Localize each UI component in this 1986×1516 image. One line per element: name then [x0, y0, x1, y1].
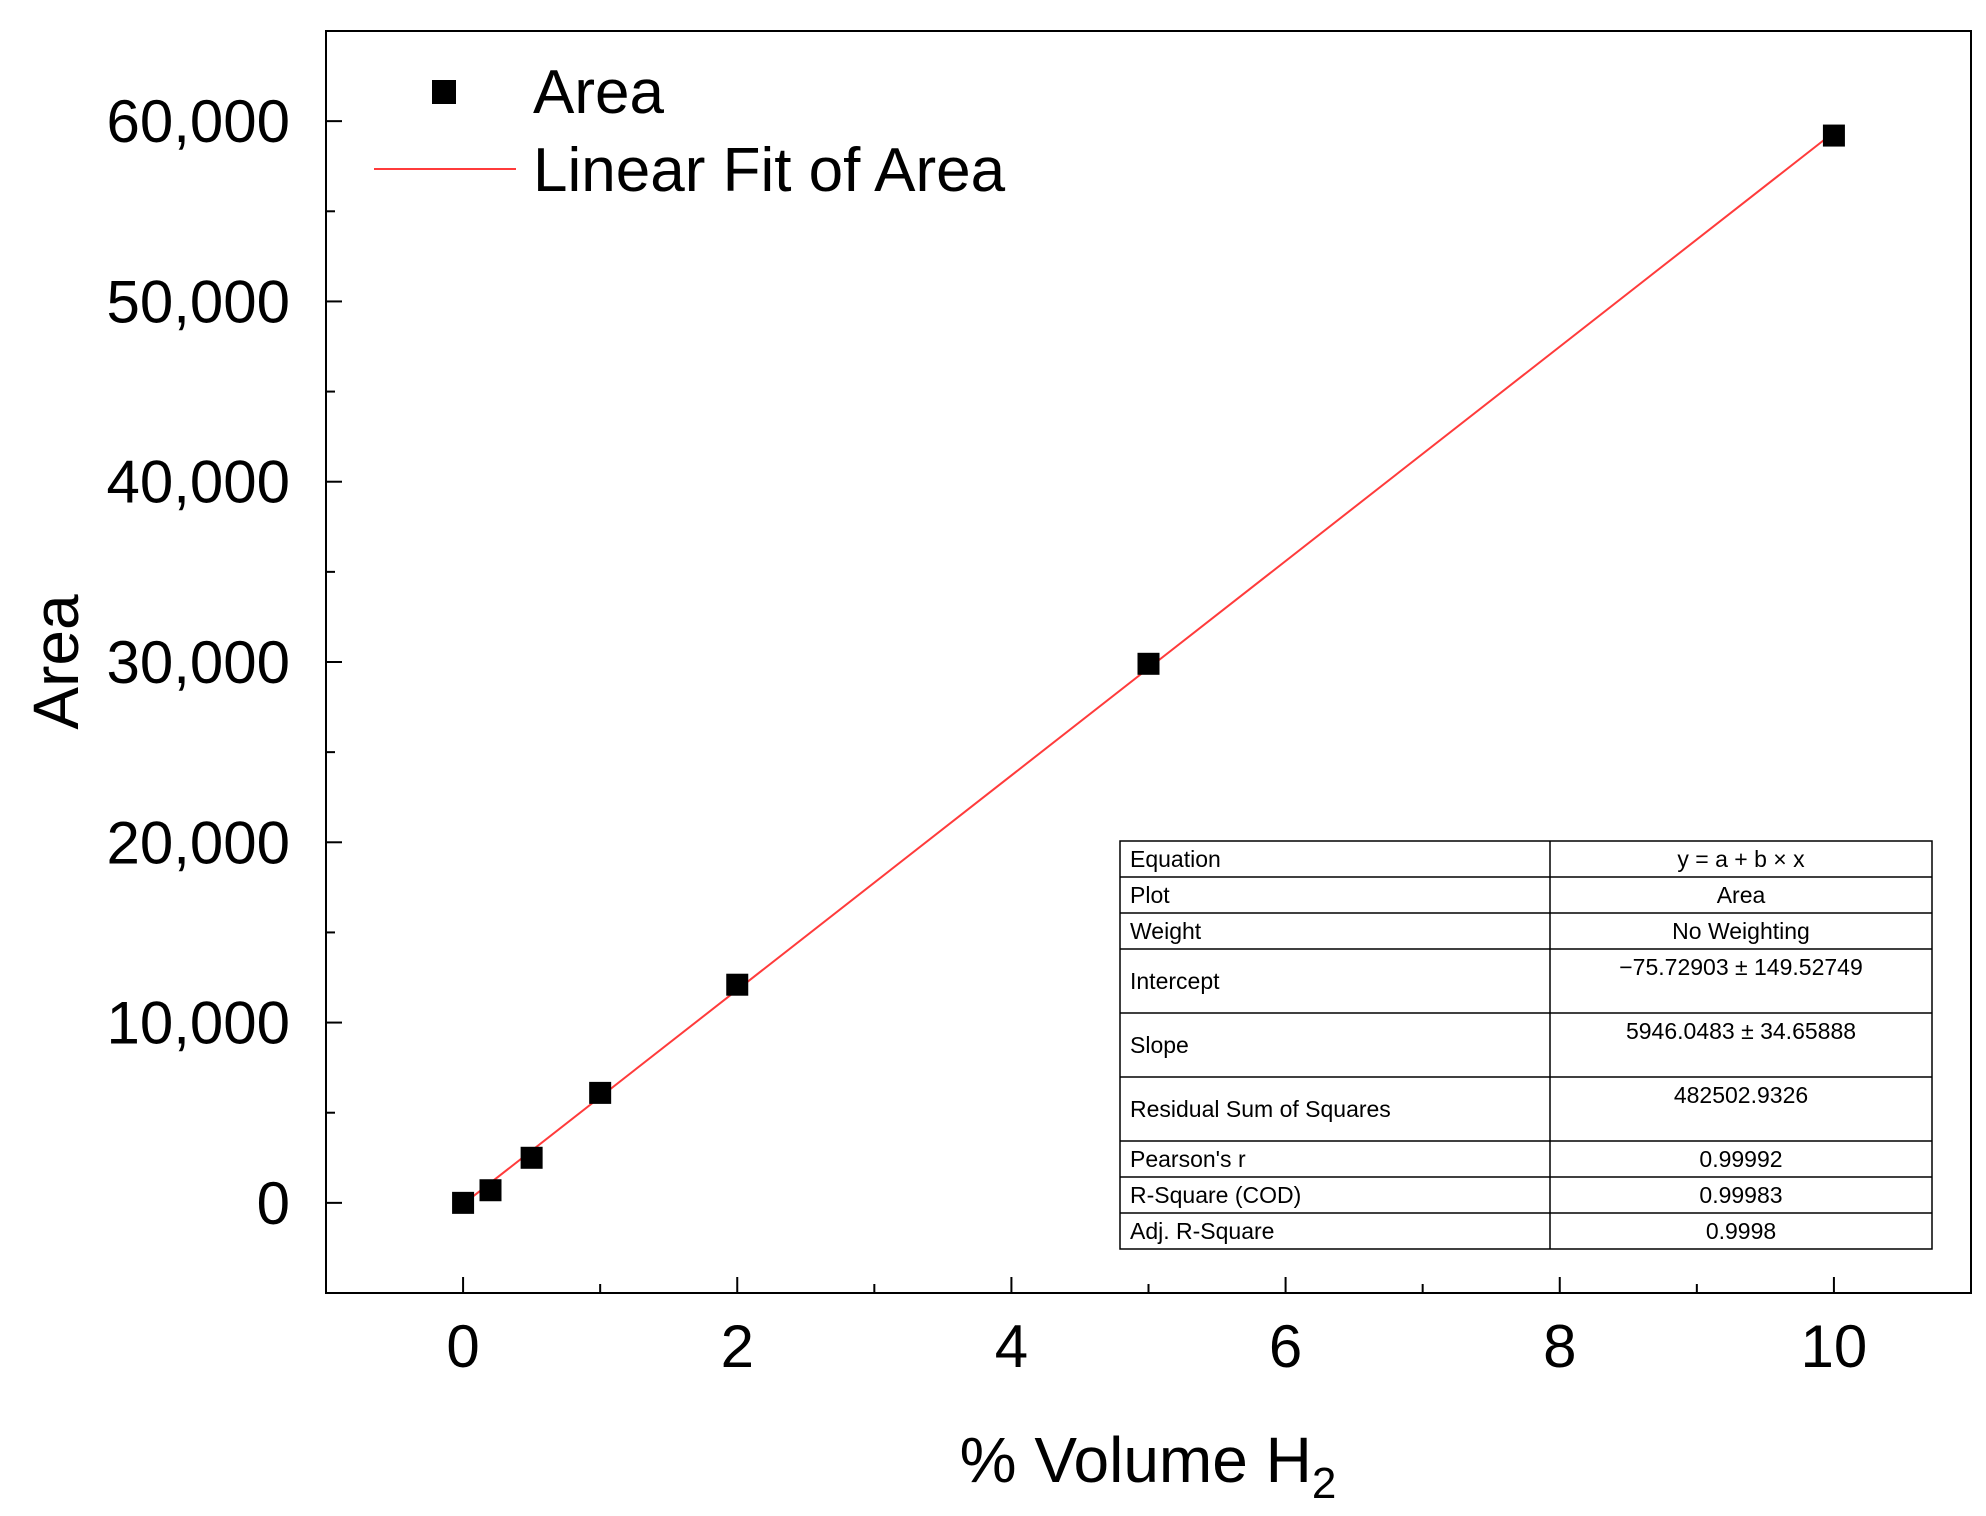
y-tick-label: 10,000: [106, 990, 290, 1057]
fit-table-label: Intercept: [1130, 968, 1220, 994]
x-axis-title: % Volume H2: [960, 1424, 1337, 1508]
y-tick-label: 20,000: [106, 809, 290, 876]
fit-table-value: 0.99983: [1699, 1182, 1782, 1208]
x-axis-title-subscript: 2: [1312, 1459, 1336, 1508]
fit-table-label: Adj. R-Square: [1130, 1218, 1274, 1244]
legend-label-fit: Linear Fit of Area: [533, 136, 1006, 205]
fit-table-label: Slope: [1130, 1032, 1189, 1058]
fit-table-value: 0.9998: [1706, 1218, 1776, 1244]
data-point: [452, 1191, 475, 1214]
x-tick-label: 10: [1801, 1313, 1868, 1380]
fit-table-value: No Weighting: [1672, 918, 1810, 944]
fit-table-label: Equation: [1130, 846, 1221, 872]
y-tick-label: 60,000: [106, 88, 290, 155]
y-tick-label: 30,000: [106, 629, 290, 696]
fit-table-border: [1119, 840, 1933, 1250]
y-tick-label: 50,000: [106, 268, 290, 335]
x-tick-label: 6: [1269, 1313, 1302, 1380]
fit-table-label: Pearson's r: [1130, 1146, 1246, 1172]
x-axis-ticks: 0 2 4 6 8 10: [325, 1277, 1972, 1380]
fit-table-value: −75.72903 ± 149.52749: [1619, 954, 1863, 980]
data-point: [520, 1146, 543, 1169]
x-tick-label: 2: [721, 1313, 754, 1380]
y-axis-ticks: 0 10,000 20,000 30,000 40,000 50,000 60,000: [106, 30, 342, 1294]
legend: Area Linear Fit of Area: [374, 58, 1006, 205]
fit-table-value: y = a + b × x: [1677, 846, 1805, 872]
x-tick-label: 4: [995, 1313, 1028, 1380]
fit-table-value: Area: [1717, 882, 1766, 908]
y-tick-label: 40,000: [106, 449, 290, 516]
legend-marker-area: [432, 80, 456, 104]
y-tick-label: 0: [257, 1170, 290, 1237]
fit-table-value: 482502.9326: [1674, 1082, 1808, 1108]
data-point: [1822, 124, 1845, 147]
fit-table-label: R-Square (COD): [1130, 1182, 1301, 1208]
data-point: [1137, 652, 1160, 675]
fit-table-label: Residual Sum of Squares: [1130, 1096, 1391, 1122]
data-point: [479, 1179, 502, 1202]
y-axis-title: Area: [20, 594, 92, 730]
fit-table-label: Weight: [1130, 918, 1202, 944]
data-point: [726, 973, 749, 996]
legend-label-area: Area: [533, 58, 664, 127]
x-tick-label: 8: [1543, 1313, 1576, 1380]
fit-results-table: Equation y = a + b × x Plot Area Weight No We…: [1119, 840, 1933, 1250]
x-axis-title-main: % Volume H: [960, 1424, 1312, 1496]
data-points-layer: [452, 124, 1845, 1214]
fit-table-value: 0.99992: [1699, 1146, 1782, 1172]
fit-table-label: Plot: [1130, 882, 1170, 908]
x-tick-label: 0: [446, 1313, 479, 1380]
fit-table-value: 5946.0483 ± 34.65888: [1626, 1018, 1856, 1044]
data-point: [589, 1081, 612, 1104]
